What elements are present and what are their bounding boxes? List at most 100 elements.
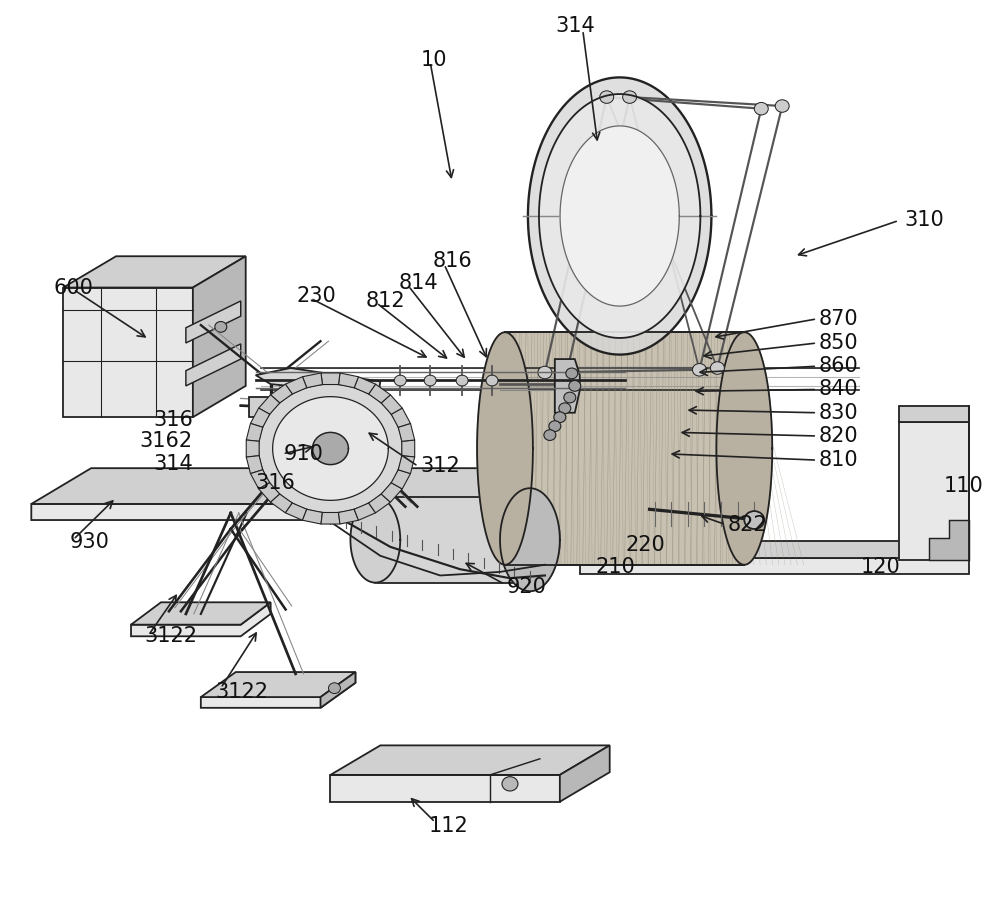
Polygon shape (510, 497, 560, 583)
Polygon shape (929, 520, 969, 561)
Text: 230: 230 (297, 286, 336, 307)
Polygon shape (201, 672, 355, 697)
Circle shape (538, 366, 552, 379)
Text: 814: 814 (398, 273, 438, 293)
Polygon shape (273, 396, 388, 501)
Polygon shape (369, 494, 390, 513)
Text: 810: 810 (819, 450, 859, 470)
Polygon shape (381, 483, 402, 502)
Polygon shape (186, 301, 241, 343)
Text: 600: 600 (53, 277, 93, 298)
Polygon shape (477, 332, 533, 565)
Polygon shape (505, 332, 744, 565)
Polygon shape (302, 373, 322, 388)
Polygon shape (256, 368, 380, 395)
Circle shape (775, 100, 789, 112)
Circle shape (549, 421, 561, 431)
Polygon shape (539, 94, 700, 338)
Text: 870: 870 (819, 309, 859, 329)
Polygon shape (302, 509, 322, 524)
Circle shape (623, 91, 637, 103)
Circle shape (424, 375, 436, 386)
Text: 910: 910 (284, 444, 323, 464)
Circle shape (394, 375, 406, 386)
Polygon shape (354, 377, 376, 394)
Polygon shape (201, 672, 355, 708)
Polygon shape (330, 745, 610, 775)
Polygon shape (391, 470, 410, 489)
Text: 314: 314 (555, 16, 595, 37)
Polygon shape (716, 332, 772, 565)
Polygon shape (186, 344, 241, 386)
Polygon shape (375, 497, 535, 583)
Circle shape (559, 403, 571, 414)
Text: 10: 10 (420, 49, 447, 69)
Polygon shape (259, 384, 402, 513)
Polygon shape (193, 257, 246, 417)
Text: 314: 314 (153, 454, 193, 474)
Text: 850: 850 (819, 333, 859, 353)
Circle shape (561, 361, 575, 374)
Text: 3122: 3122 (216, 682, 269, 701)
Circle shape (544, 430, 556, 440)
Text: 3122: 3122 (144, 626, 197, 646)
Polygon shape (313, 432, 348, 465)
Text: 120: 120 (861, 556, 901, 577)
Circle shape (502, 777, 518, 791)
Text: 930: 930 (69, 533, 109, 553)
Polygon shape (131, 602, 271, 624)
Polygon shape (398, 423, 415, 441)
Circle shape (566, 368, 578, 379)
Polygon shape (285, 503, 307, 520)
Text: 220: 220 (626, 536, 665, 555)
Text: 310: 310 (904, 211, 944, 231)
Polygon shape (369, 384, 390, 403)
Circle shape (268, 402, 280, 413)
Text: 816: 816 (432, 251, 472, 271)
Text: 316: 316 (256, 474, 296, 493)
Text: 830: 830 (819, 403, 859, 422)
Circle shape (564, 392, 576, 403)
Polygon shape (246, 423, 263, 441)
Text: 316: 316 (153, 410, 193, 430)
Polygon shape (63, 288, 193, 417)
Circle shape (215, 321, 227, 332)
Polygon shape (560, 126, 679, 306)
Polygon shape (350, 497, 400, 583)
Circle shape (744, 511, 764, 529)
Polygon shape (259, 395, 280, 414)
Text: 312: 312 (420, 457, 460, 476)
Polygon shape (31, 468, 580, 520)
Text: 820: 820 (819, 426, 859, 446)
Circle shape (710, 361, 724, 374)
Text: 3162: 3162 (140, 431, 193, 451)
Polygon shape (250, 470, 270, 489)
Polygon shape (271, 494, 292, 513)
Text: 112: 112 (428, 816, 468, 836)
Polygon shape (131, 602, 271, 636)
Polygon shape (330, 775, 560, 802)
Text: 110: 110 (944, 476, 984, 496)
Polygon shape (321, 373, 340, 385)
Polygon shape (899, 405, 969, 422)
Circle shape (316, 419, 325, 428)
Circle shape (554, 412, 566, 422)
Text: 920: 920 (507, 577, 547, 597)
Polygon shape (271, 384, 292, 403)
Circle shape (328, 683, 340, 693)
Polygon shape (560, 745, 610, 802)
Polygon shape (246, 440, 259, 457)
Polygon shape (31, 468, 580, 504)
Text: 822: 822 (727, 515, 767, 535)
Polygon shape (246, 456, 263, 474)
Circle shape (309, 413, 332, 434)
Polygon shape (339, 509, 358, 524)
Text: 840: 840 (819, 379, 859, 399)
Polygon shape (899, 422, 969, 561)
Polygon shape (354, 503, 376, 520)
Polygon shape (402, 440, 415, 457)
Circle shape (600, 91, 614, 103)
Circle shape (692, 363, 706, 376)
Polygon shape (528, 77, 711, 354)
Polygon shape (580, 542, 969, 558)
